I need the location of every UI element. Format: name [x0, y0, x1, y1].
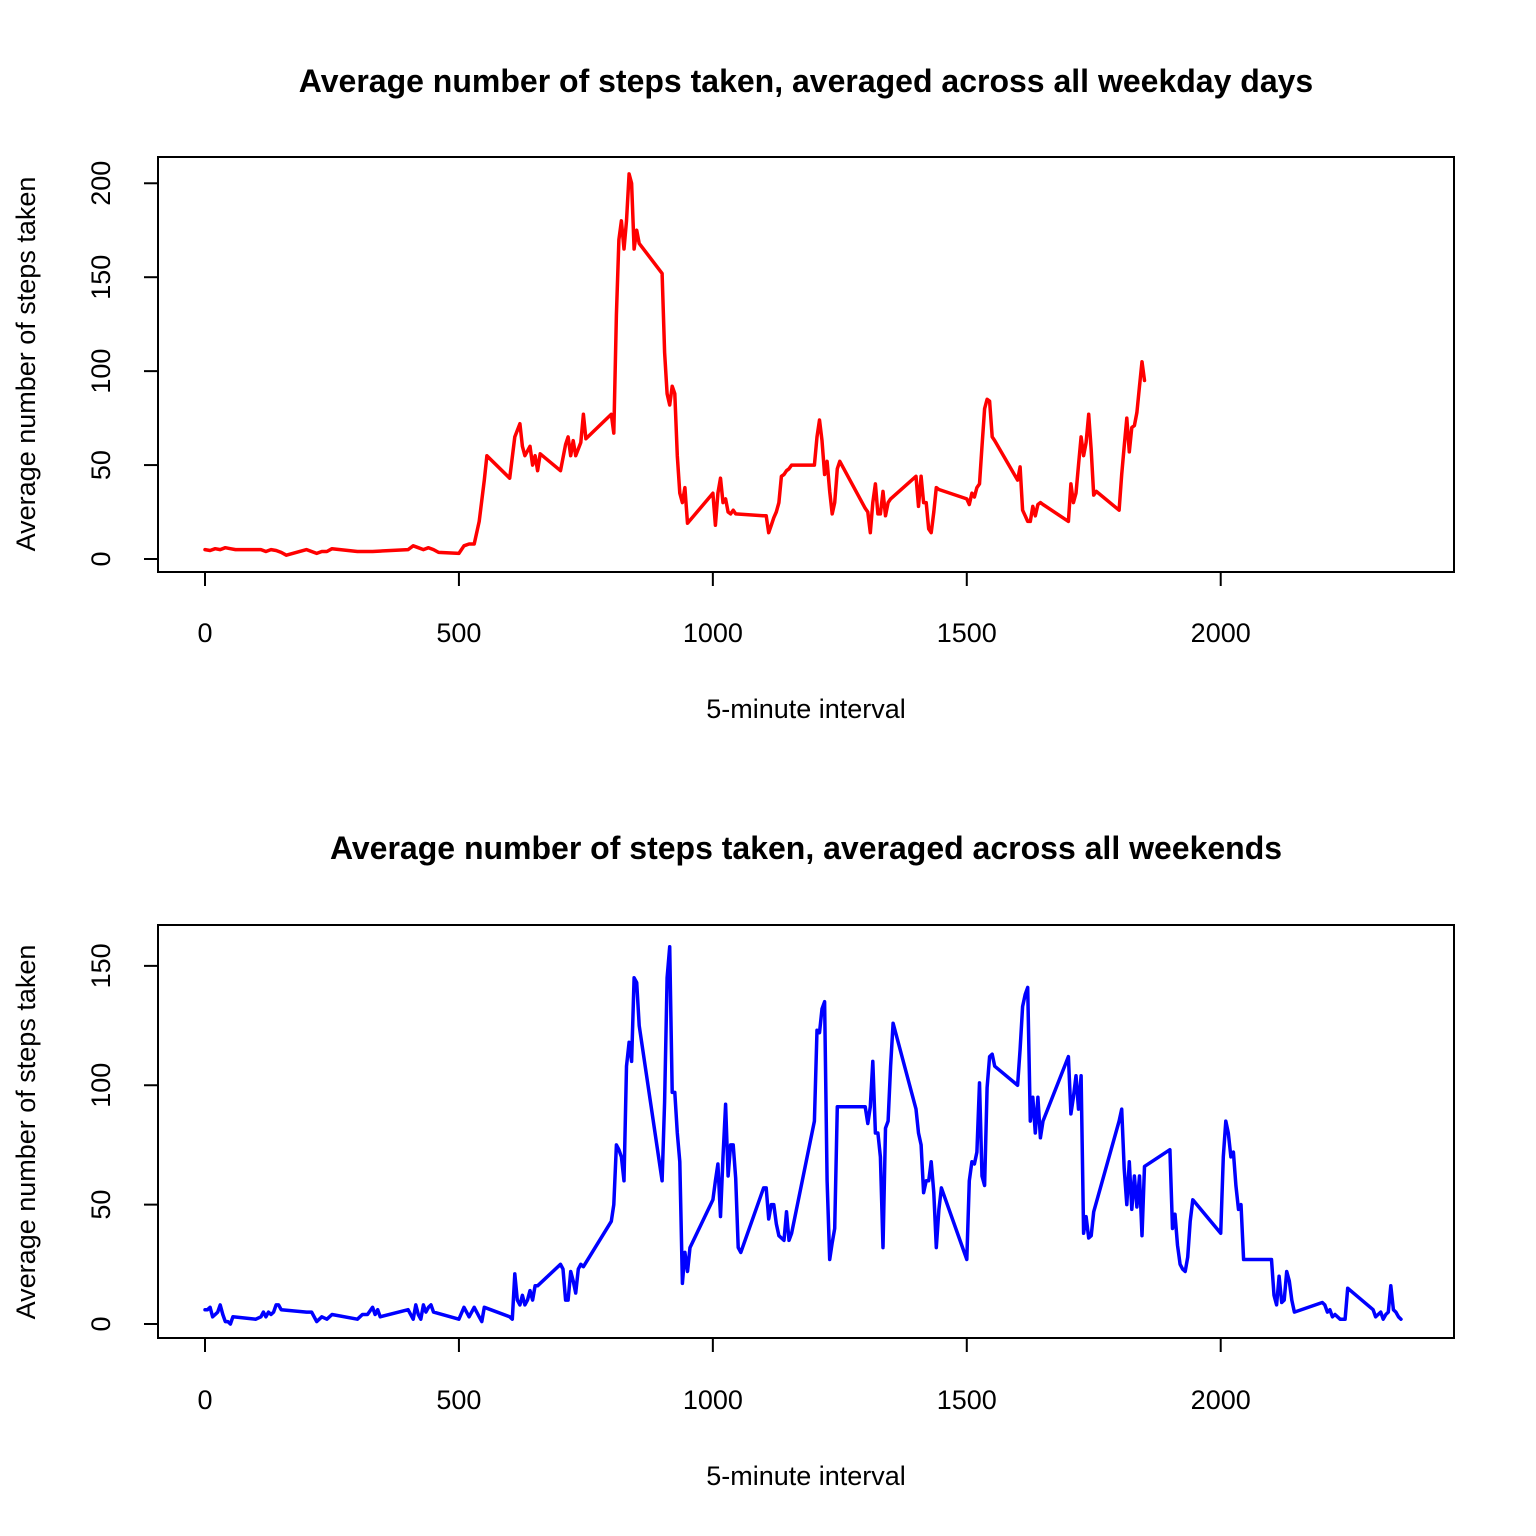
weekend-y-tick-label: 0 [86, 1316, 116, 1331]
weekday-x-axis: 0 500 1000 1500 2000 [197, 571, 1251, 648]
weekday-y-axis: 0 50 100 150 200 [86, 161, 159, 567]
weekend-x-tick-label: 500 [436, 1385, 481, 1415]
weekday-x-tick-label: 0 [197, 618, 212, 648]
weekday-y-tick-label: 0 [86, 551, 116, 566]
weekday-y-tick-label: 50 [86, 450, 116, 480]
weekend-chart-title: Average number of steps taken, averaged … [330, 830, 1282, 866]
weekend-x-axis: 0 500 1000 1500 2000 [197, 1337, 1251, 1415]
weekend-panel: Average number of steps taken, averaged … [11, 830, 1455, 1491]
weekday-y-tick-label: 150 [86, 255, 116, 300]
weekend-x-axis-label: 5-minute interval [706, 1461, 906, 1491]
weekday-y-tick-label: 100 [86, 349, 116, 394]
weekend-y-tick-label: 50 [86, 1190, 116, 1220]
weekday-chart-title: Average number of steps taken, averaged … [299, 63, 1313, 99]
weekday-panel: Average number of steps taken, averaged … [11, 63, 1455, 724]
weekday-x-tick-label: 1500 [937, 618, 997, 648]
weekend-y-axis: 0 50 100 150 [86, 943, 159, 1332]
weekend-series-line [203, 945, 1403, 1326]
weekday-y-axis-label: Average number of steps taken [11, 177, 41, 552]
weekday-x-tick-label: 1000 [683, 618, 743, 648]
weekend-y-tick-label: 150 [86, 943, 116, 988]
weekday-y-tick-label: 200 [86, 161, 116, 206]
weekend-x-tick-label: 1500 [937, 1385, 997, 1415]
weekend-y-axis-label: Average number of steps taken [11, 945, 41, 1320]
weekend-x-tick-label: 1000 [683, 1385, 743, 1415]
weekend-x-tick-label: 2000 [1191, 1385, 1251, 1415]
weekday-x-tick-label: 2000 [1191, 618, 1251, 648]
weekend-y-tick-label: 100 [86, 1063, 116, 1108]
weekday-series-line [203, 172, 1147, 557]
weekend-x-tick-label: 0 [197, 1385, 212, 1415]
weekday-x-tick-label: 500 [436, 618, 481, 648]
weekday-x-axis-label: 5-minute interval [706, 694, 906, 724]
